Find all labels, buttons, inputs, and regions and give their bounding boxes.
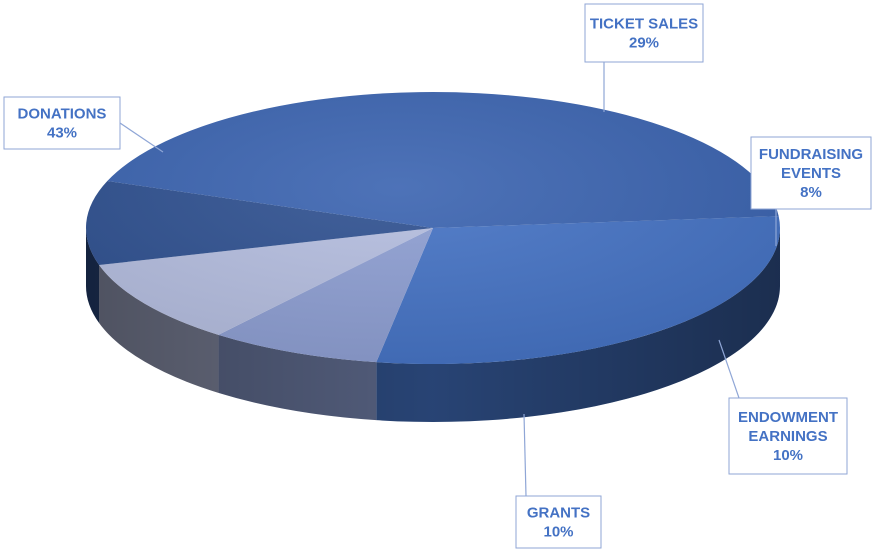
data-label-percent: 43% bbox=[47, 125, 77, 142]
data-label-category: DONATIONS bbox=[18, 106, 107, 123]
leader-line bbox=[119, 122, 164, 153]
pie-top-sheen bbox=[86, 92, 780, 364]
data-label-percent: 29% bbox=[629, 35, 659, 52]
data-label-category: EARNINGS bbox=[748, 428, 827, 445]
data-label-percent: 10% bbox=[543, 524, 573, 541]
data-label-category: FUNDRAISING bbox=[759, 146, 863, 163]
pie-sides bbox=[86, 228, 780, 423]
data-label-percent: 10% bbox=[773, 447, 803, 464]
data-label-category: ENDOWMENT bbox=[738, 409, 838, 426]
data-label-percent: 8% bbox=[800, 184, 822, 201]
leader-line bbox=[523, 413, 527, 497]
data-label-box bbox=[3, 96, 121, 150]
pie-rim-shading bbox=[86, 228, 780, 422]
leader-line bbox=[718, 339, 740, 399]
data-label-box bbox=[728, 397, 848, 475]
data-label-category: GRANTS bbox=[527, 505, 590, 522]
data-label-box bbox=[515, 495, 602, 549]
data-labels: TICKET SALES 29% FUNDRAISING EVENTS 8% ENDOWM… bbox=[3, 3, 872, 549]
data-label-box bbox=[584, 3, 704, 63]
pie-top-faces bbox=[85, 92, 780, 365]
data-label-category: EVENTS bbox=[781, 165, 841, 182]
data-label-box bbox=[750, 136, 872, 210]
data-label-category: TICKET SALES bbox=[590, 16, 698, 33]
